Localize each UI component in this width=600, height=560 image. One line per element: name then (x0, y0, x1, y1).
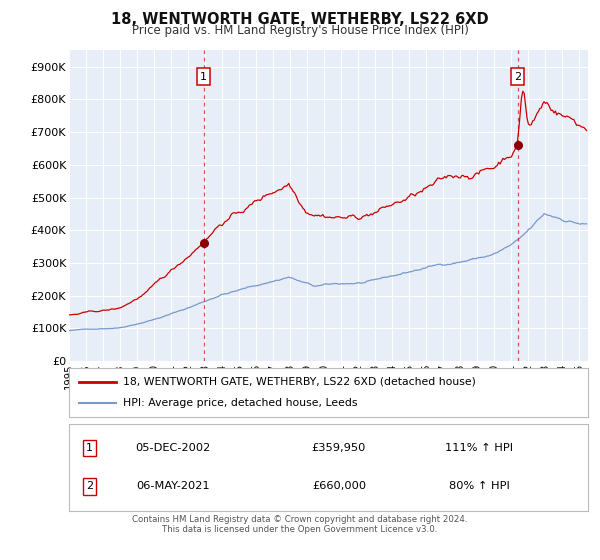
Text: Contains HM Land Registry data © Crown copyright and database right 2024.: Contains HM Land Registry data © Crown c… (132, 515, 468, 524)
Text: HPI: Average price, detached house, Leeds: HPI: Average price, detached house, Leed… (124, 398, 358, 408)
Text: 1: 1 (200, 72, 207, 82)
Text: 111% ↑ HPI: 111% ↑ HPI (445, 443, 513, 453)
Text: 2: 2 (86, 482, 94, 492)
Text: 06-MAY-2021: 06-MAY-2021 (136, 482, 209, 492)
Text: 2: 2 (514, 72, 521, 82)
Text: 18, WENTWORTH GATE, WETHERBY, LS22 6XD: 18, WENTWORTH GATE, WETHERBY, LS22 6XD (111, 12, 489, 27)
Text: Price paid vs. HM Land Registry's House Price Index (HPI): Price paid vs. HM Land Registry's House … (131, 24, 469, 37)
Text: 80% ↑ HPI: 80% ↑ HPI (449, 482, 509, 492)
Text: This data is licensed under the Open Government Licence v3.0.: This data is licensed under the Open Gov… (163, 525, 437, 534)
Text: £660,000: £660,000 (312, 482, 366, 492)
Text: 05-DEC-2002: 05-DEC-2002 (135, 443, 211, 453)
Text: £359,950: £359,950 (311, 443, 366, 453)
Text: 18, WENTWORTH GATE, WETHERBY, LS22 6XD (detached house): 18, WENTWORTH GATE, WETHERBY, LS22 6XD (… (124, 377, 476, 387)
Text: 1: 1 (86, 443, 93, 453)
